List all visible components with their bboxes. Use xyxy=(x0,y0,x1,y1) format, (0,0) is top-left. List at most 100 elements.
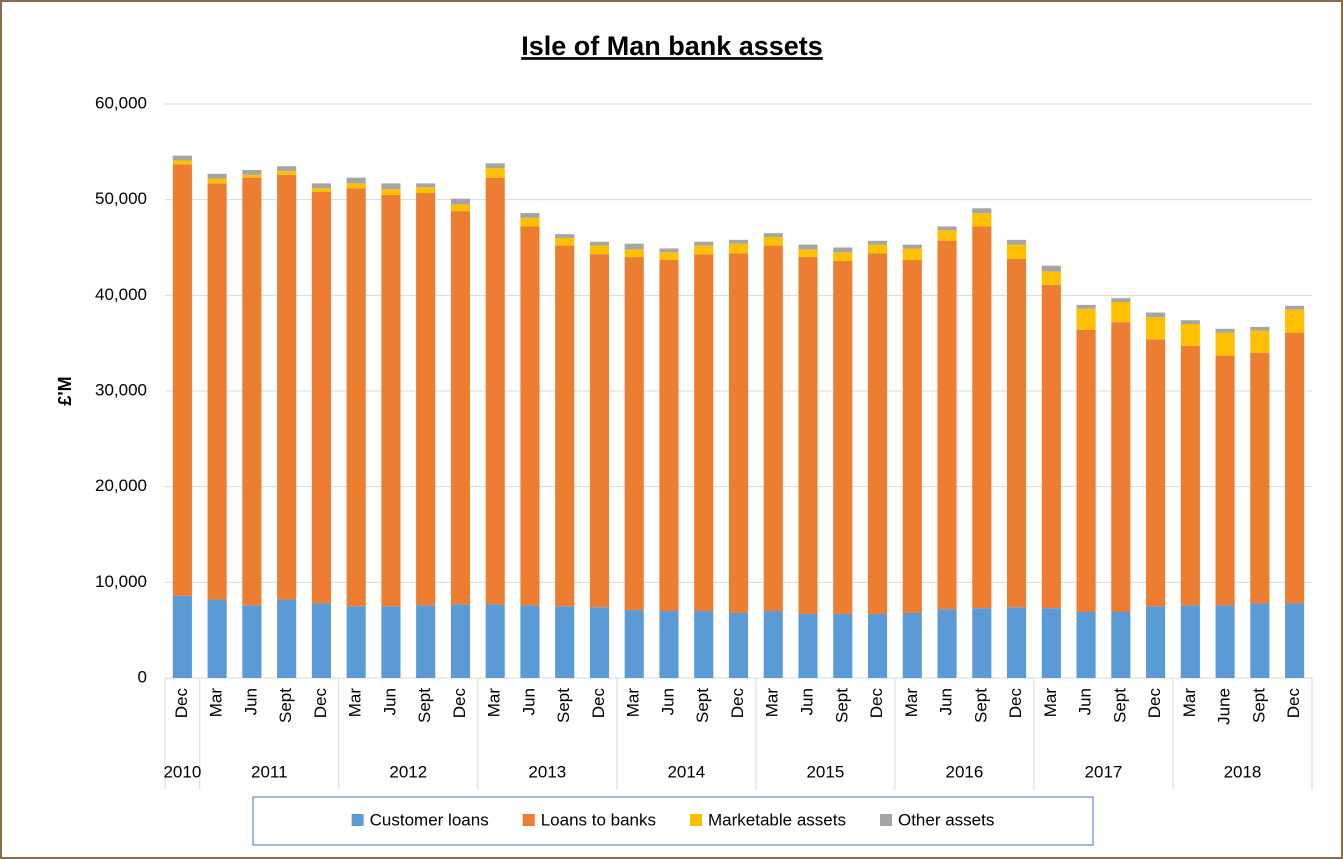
x-tick-label: Sept xyxy=(415,688,434,723)
bar-segment xyxy=(1007,607,1027,678)
x-tick-label: Mar xyxy=(1180,688,1199,718)
bar-segment xyxy=(972,213,992,227)
legend-box xyxy=(252,796,1094,846)
y-tick-label: 10,000 xyxy=(95,572,147,591)
x-tick-label: Dec xyxy=(1006,688,1025,719)
group-label: 2013 xyxy=(528,762,566,781)
bar-segment xyxy=(207,178,227,184)
bar-segment xyxy=(1215,605,1235,678)
x-tick-label: Mar xyxy=(902,688,921,718)
bar-segment xyxy=(555,245,575,607)
x-tick-label: Sept xyxy=(832,688,851,723)
bar-segment xyxy=(277,166,297,171)
bar-segment xyxy=(902,244,922,249)
bar-segment xyxy=(1180,605,1200,678)
legend-swatch xyxy=(690,814,703,826)
bar-segment xyxy=(867,613,888,678)
bar-segment xyxy=(833,247,853,253)
bar-segment xyxy=(659,611,679,678)
bar-segment xyxy=(416,187,436,193)
bar-segment xyxy=(450,211,470,605)
bar-segment xyxy=(833,252,853,261)
bar-segment xyxy=(1041,608,1061,678)
bar-segment xyxy=(624,610,644,678)
bar-segment xyxy=(1285,305,1305,310)
bar-segment xyxy=(346,183,366,189)
bar-segment xyxy=(520,217,540,227)
y-tick-label: 40,000 xyxy=(95,285,147,304)
bar-segment xyxy=(763,236,783,246)
bar-segment xyxy=(311,603,331,678)
x-tick-label: Sept xyxy=(1249,688,1268,723)
x-tick-label: Dec xyxy=(1284,688,1303,719)
legend-label: Customer loans xyxy=(370,810,489,829)
bar-segment xyxy=(763,245,783,612)
bar-segment xyxy=(589,241,610,246)
legend-label: Marketable assets xyxy=(708,810,846,829)
bar-segment xyxy=(902,248,922,260)
bar-segment xyxy=(937,230,957,241)
bar-segment xyxy=(242,605,262,678)
bar-segment xyxy=(728,253,749,613)
bar-segment xyxy=(450,198,470,205)
bar-segment xyxy=(798,244,818,250)
group-label: 2017 xyxy=(1085,762,1123,781)
bar-segment xyxy=(1215,355,1235,606)
bar-segment xyxy=(1146,339,1166,607)
bar-segment xyxy=(867,240,888,245)
bar-segment xyxy=(763,233,783,237)
bar-segment xyxy=(694,254,714,612)
bar-segment xyxy=(381,194,401,607)
bar-segment xyxy=(1007,239,1027,245)
bar-segment xyxy=(798,613,818,678)
bar-segment xyxy=(555,237,575,246)
group-label: 2010 xyxy=(163,762,201,781)
legend-label: Loans to banks xyxy=(541,810,656,829)
group-label: 2018 xyxy=(1224,762,1262,781)
bar-segment xyxy=(311,183,331,189)
bar-segment xyxy=(1041,284,1061,609)
bar-segment xyxy=(1146,317,1166,340)
x-tick-label: Dec xyxy=(589,688,608,719)
bar-segment xyxy=(172,595,192,678)
x-tick-label: Dec xyxy=(867,688,886,719)
bar-segment xyxy=(381,183,401,190)
bar-segment xyxy=(1250,326,1270,331)
x-tick-label: Jun xyxy=(241,688,260,715)
bar-segment xyxy=(207,599,227,678)
bar-segment xyxy=(1007,244,1027,259)
bar-segment xyxy=(242,177,262,606)
bar-segment xyxy=(867,244,888,254)
y-tick-label: 50,000 xyxy=(95,189,147,208)
bar-segment xyxy=(937,240,957,610)
bar-segment xyxy=(381,606,401,678)
bar-segment xyxy=(867,253,888,614)
bar-segment xyxy=(416,183,436,188)
bar-segment xyxy=(728,612,749,678)
bar-segment xyxy=(624,243,644,250)
bar-segment xyxy=(1180,324,1200,347)
bar-segment xyxy=(520,213,540,218)
bar-segment xyxy=(207,183,227,600)
x-tick-label: Mar xyxy=(1041,688,1060,718)
bar-segment xyxy=(172,160,192,165)
x-tick-label: Jun xyxy=(658,688,677,715)
bar-segment xyxy=(242,174,262,178)
bar-segment xyxy=(728,243,749,254)
bar-segment xyxy=(1111,302,1131,323)
x-tick-label: Sept xyxy=(1110,688,1129,723)
bar-segment xyxy=(694,241,714,246)
x-tick-label: Jun xyxy=(380,688,399,715)
bar-segment xyxy=(520,226,540,606)
group-label: 2012 xyxy=(389,762,427,781)
x-tick-label: Dec xyxy=(450,688,469,719)
x-tick-label: Sept xyxy=(276,688,295,723)
bar-segment xyxy=(555,606,575,678)
bar-segment xyxy=(1215,328,1235,333)
group-label: 2016 xyxy=(946,762,984,781)
bar-segment xyxy=(1146,606,1166,678)
bar-segment xyxy=(937,226,957,231)
bar-segment xyxy=(416,605,436,678)
bar-segment xyxy=(902,259,922,613)
x-tick-label: Mar xyxy=(346,688,365,718)
